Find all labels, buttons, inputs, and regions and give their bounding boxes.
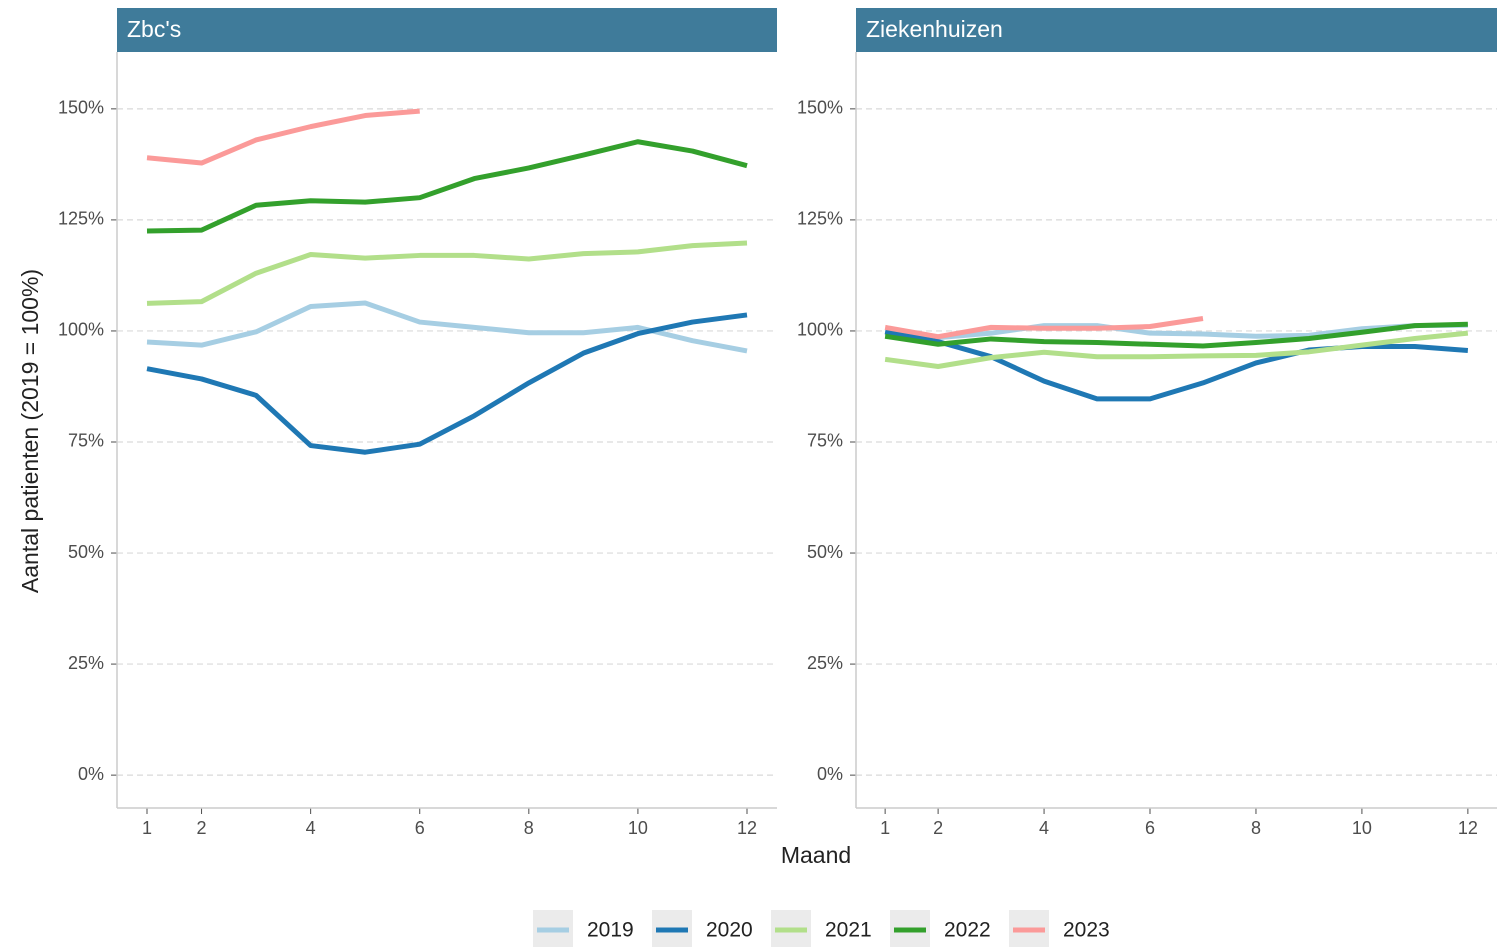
x-tick-label: 6: [1145, 818, 1155, 838]
y-tick-label: 75%: [807, 431, 843, 451]
series-line: [884, 321, 1468, 349]
series-line: [884, 330, 1469, 369]
y-tick-label: 150%: [58, 98, 104, 118]
y-axis-label: Aantal patienten (2019 = 100%): [17, 269, 43, 593]
y-tick-label: 0%: [817, 764, 843, 784]
strip-background: [117, 8, 777, 52]
x-tick-label: 10: [628, 818, 648, 838]
series-line: [146, 139, 748, 234]
x-tick-label: 4: [1039, 818, 1049, 838]
series-line: [146, 108, 420, 166]
legend-label: 2021: [825, 919, 872, 942]
x-tick-label: 10: [1352, 818, 1372, 838]
y-tick-label: 75%: [68, 431, 104, 451]
panel-title: Ziekenhuizen: [866, 16, 1003, 42]
x-tick-label: 8: [1251, 818, 1261, 838]
x-tick-label: 6: [415, 818, 425, 838]
y-tick-label: 100%: [797, 320, 843, 340]
x-tick-label: 1: [142, 818, 152, 838]
y-tick-label: 50%: [807, 542, 843, 562]
panel-title: Zbc's: [127, 16, 181, 42]
x-tick-label: 1: [880, 818, 890, 838]
y-tick-label: 125%: [58, 209, 104, 229]
legend-label: 2019: [587, 919, 634, 942]
x-tick-label: 8: [524, 818, 534, 838]
series-line: [146, 240, 748, 306]
legend-label: 2020: [706, 919, 753, 942]
x-tick-label: 12: [1458, 818, 1478, 838]
series-line: [884, 322, 1468, 341]
series-line: [146, 312, 748, 455]
strip-background: [856, 8, 1497, 52]
y-tick-label: 150%: [797, 98, 843, 118]
series-line: [884, 316, 1204, 340]
x-tick-label: 12: [737, 818, 757, 838]
series-line: [146, 300, 748, 354]
legend-label: 2023: [1063, 919, 1110, 942]
y-tick-label: 25%: [807, 653, 843, 673]
x-tick-label: 4: [306, 818, 316, 838]
x-axis-label: Maand: [781, 842, 851, 868]
y-tick-label: 25%: [68, 653, 104, 673]
y-tick-label: 100%: [58, 320, 104, 340]
y-tick-label: 125%: [797, 209, 843, 229]
y-tick-label: 0%: [78, 764, 104, 784]
y-tick-label: 50%: [68, 542, 104, 562]
legend-label: 2022: [944, 919, 991, 942]
x-tick-label: 2: [933, 818, 943, 838]
x-tick-label: 2: [197, 818, 207, 838]
